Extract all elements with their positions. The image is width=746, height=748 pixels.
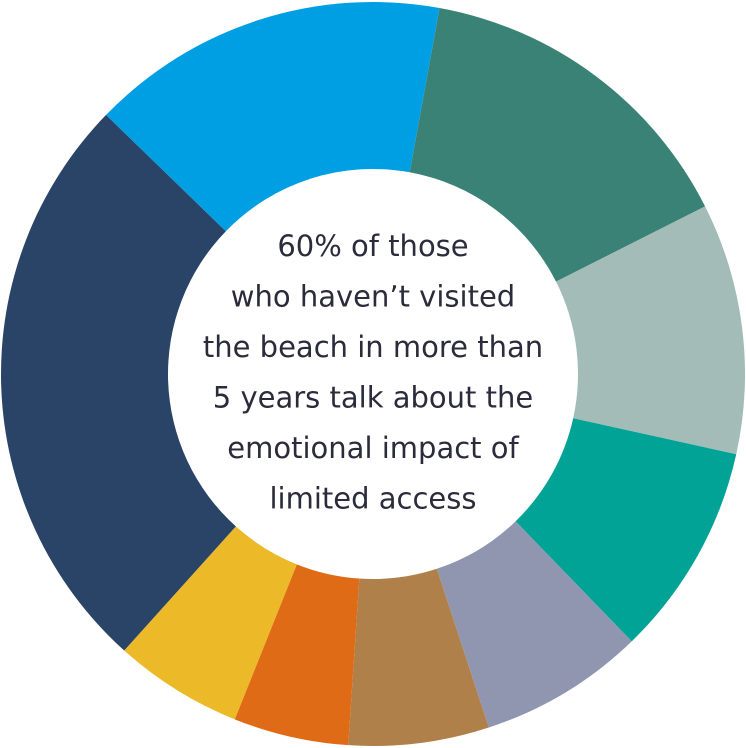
donut-segment bbox=[515, 418, 737, 642]
donut-segment bbox=[556, 206, 746, 455]
center-text-line: the beach in more than bbox=[203, 330, 543, 364]
donut-segment bbox=[436, 521, 632, 728]
center-text-line: who haven’t visited bbox=[231, 279, 515, 313]
donut-segment bbox=[124, 526, 297, 720]
center-text-line: 60% of those bbox=[277, 229, 468, 263]
donut-segment bbox=[106, 2, 440, 232]
donut-segment bbox=[1, 114, 236, 651]
donut-segment bbox=[234, 564, 360, 746]
center-text-line: emotional impact of bbox=[227, 431, 519, 465]
donut-segment bbox=[348, 568, 489, 746]
center-text-line: 5 years talk about the bbox=[213, 380, 533, 414]
center-text-line: limited access bbox=[270, 481, 477, 515]
donut-segment bbox=[409, 7, 706, 282]
